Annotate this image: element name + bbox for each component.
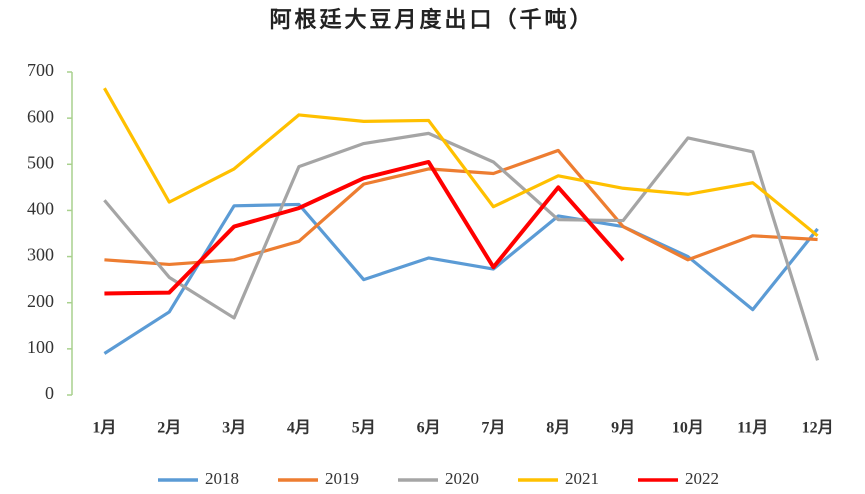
y-tick-label: 0 <box>45 383 54 403</box>
x-tick-label: 11月 <box>737 419 768 437</box>
x-tick-label: 12月 <box>802 419 834 437</box>
y-tick-label: 700 <box>27 60 54 80</box>
series-line <box>104 159 625 296</box>
y-tick-label: 400 <box>27 199 54 219</box>
legend-label: 2019 <box>325 469 359 488</box>
y-tick-label: 100 <box>27 337 54 357</box>
series-line <box>104 148 818 267</box>
legend-label: 2018 <box>205 469 239 488</box>
x-tick-label: 10月 <box>672 419 704 437</box>
legend-label: 2020 <box>445 469 479 488</box>
y-tick-label: 300 <box>27 245 54 265</box>
x-tick-label: 3月 <box>222 419 246 437</box>
x-tick-label: 2月 <box>157 419 181 437</box>
y-tick-label: 200 <box>27 291 54 311</box>
x-tick-label: 6月 <box>417 419 441 437</box>
x-tick-label: 8月 <box>546 419 570 437</box>
series-line <box>103 202 819 355</box>
x-tick-label: 9月 <box>611 419 635 437</box>
series-line <box>103 87 819 238</box>
x-tick-label: 5月 <box>352 419 376 437</box>
y-tick-label: 500 <box>27 152 54 172</box>
series-line <box>103 131 820 361</box>
legend-label: 2022 <box>685 469 719 488</box>
legend-label: 2021 <box>565 469 599 488</box>
y-tick-label: 600 <box>27 106 54 126</box>
x-tick-label: 4月 <box>287 419 311 437</box>
chart-title: 阿根廷大豆月度出口（千吨） <box>269 7 594 32</box>
x-tick-label: 7月 <box>481 419 505 437</box>
x-tick-label: 1月 <box>92 419 116 437</box>
